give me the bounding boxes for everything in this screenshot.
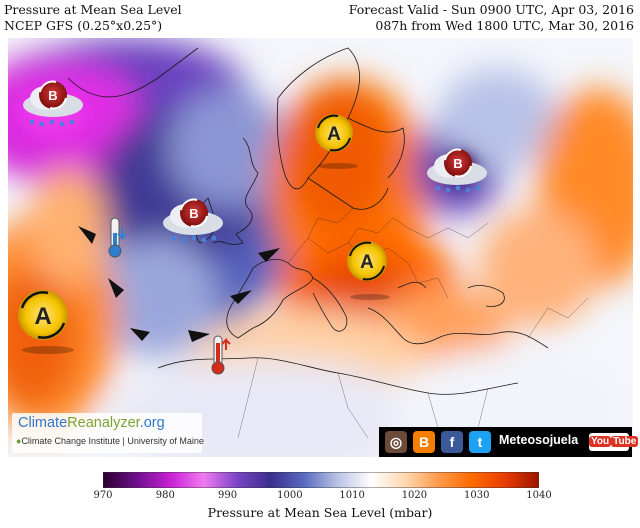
low-russia: B xyxy=(427,148,487,193)
arrow-4 xyxy=(188,330,210,342)
site-name: ClimateReanalyzer.org xyxy=(18,415,165,431)
map-title: Pressure at Mean Sea Level xyxy=(4,2,182,17)
climate-reanalyzer-logo[interactable]: ClimateReanalyzer.org Climate Change Ins… xyxy=(12,413,204,453)
blogger-icon[interactable]: B xyxy=(413,431,435,453)
model-label: NCEP GFS (0.25°x0.25°) xyxy=(4,18,163,33)
high-letter: A xyxy=(360,252,374,273)
youtube-icon[interactable]: You Tube xyxy=(589,433,639,451)
forecast-lead-label: 087h from Wed 1800 UTC, Mar 30, 2016 xyxy=(375,18,634,33)
flow-arrows xyxy=(78,226,280,342)
institute-label: Climate Change Institute | University of… xyxy=(16,436,203,446)
facebook-icon[interactable]: f xyxy=(441,431,463,453)
high-letter: A xyxy=(327,124,341,145)
arrow-5 xyxy=(230,290,252,304)
pressure-field: A A A B xyxy=(8,38,633,457)
pressure-map: A A A B xyxy=(8,38,633,457)
colorbar-tick-label: 970 xyxy=(93,490,113,501)
high-azores: A xyxy=(18,290,74,354)
high-letter: A xyxy=(34,303,51,330)
high-scandinavia: A xyxy=(315,114,358,169)
arrow-3 xyxy=(130,328,150,341)
channel-name[interactable]: Meteosojuela xyxy=(499,433,579,447)
low-letter: B xyxy=(189,206,198,221)
low-letter: B xyxy=(48,88,57,103)
colorbar-tick-label: 1040 xyxy=(526,490,552,501)
arrow-2 xyxy=(108,278,124,298)
high-balkans: A xyxy=(347,241,390,300)
low-greenland: B xyxy=(23,80,83,127)
colorbar-tick-label: 1020 xyxy=(401,490,428,501)
colorbar-tick-label: 980 xyxy=(155,490,175,501)
colorbar-tick-label: 1030 xyxy=(463,490,490,501)
colorbar xyxy=(103,472,539,488)
arrow-6 xyxy=(258,248,280,262)
low-letter: B xyxy=(453,156,462,171)
arrow-1 xyxy=(78,226,96,244)
forecast-valid-label: Forecast Valid - Sun 0900 UTC, Apr 03, 2… xyxy=(348,2,634,17)
colorbar-title: Pressure at Mean Sea Level (mbar) xyxy=(207,505,433,520)
thermometer-cold-icon xyxy=(108,217,127,258)
colorbar-tick-label: 1010 xyxy=(339,490,365,501)
social-bar: ◎ B f t Meteosojuela You Tube xyxy=(379,427,639,457)
colorbar-tick-label: 1000 xyxy=(277,490,303,501)
colorbar-tick-label: 990 xyxy=(218,490,238,501)
low-uk: B xyxy=(163,198,223,243)
thermometer-warm-icon xyxy=(211,335,231,375)
instagram-icon[interactable]: ◎ xyxy=(385,431,407,453)
map-header: Pressure at Mean Sea Level NCEP GFS (0.2… xyxy=(0,0,640,38)
twitter-icon[interactable]: t xyxy=(469,431,491,453)
